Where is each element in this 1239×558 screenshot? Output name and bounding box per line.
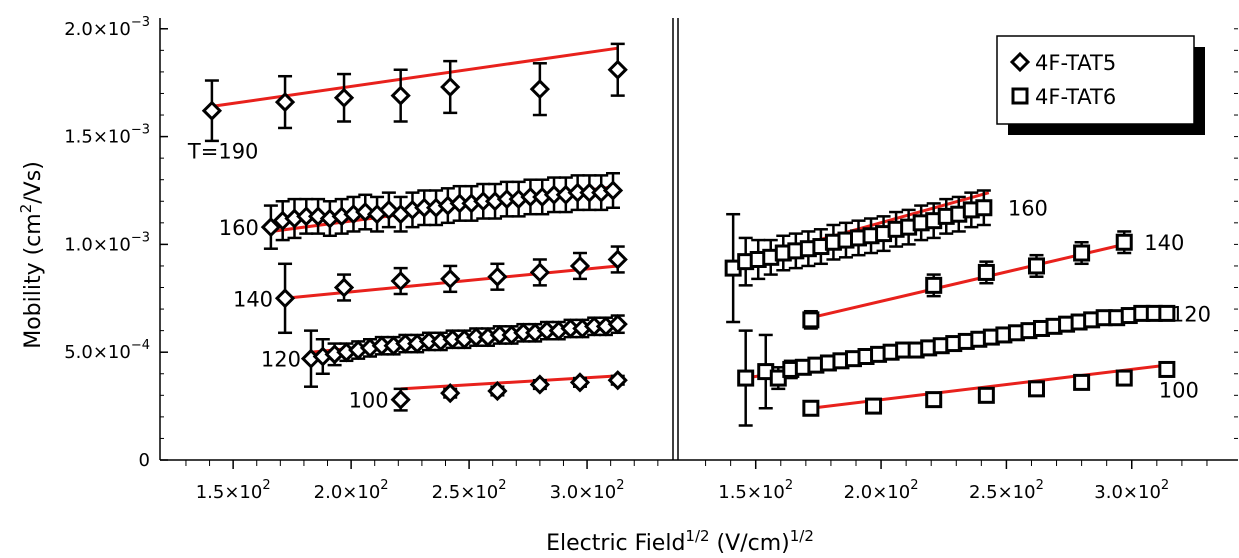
data-point-diamond: [529, 374, 550, 395]
data-point-diamond: [487, 380, 508, 402]
series-4f-tat6-160: 160: [724, 189, 1048, 324]
data-point-diamond: [607, 59, 628, 80]
data-point-diamond: [529, 262, 550, 283]
data-point-square: [1027, 380, 1045, 398]
data-point-square: [802, 311, 820, 329]
data-point-diamond: [333, 87, 355, 108]
y-tick-label: 5.0×10−4: [64, 338, 150, 363]
data-point-diamond: [440, 268, 461, 290]
temperature-label: T=190: [187, 140, 259, 164]
x-tick-label: 2.0×102: [314, 478, 389, 503]
legend-box: [996, 35, 1195, 125]
temperature-label: 140: [1144, 231, 1184, 255]
data-point-diamond: [607, 314, 628, 335]
data-point-diamond: [355, 201, 376, 223]
y-tick-label: 1.5×10−3: [64, 123, 150, 148]
series-4f-tat5-t-190: T=190: [187, 42, 628, 164]
series-4f-tat5-160: 160: [219, 171, 624, 250]
data-point-diamond: [607, 249, 628, 270]
data-point-square: [925, 276, 943, 294]
data-point-square: [1115, 233, 1133, 251]
data-point-square: [1073, 373, 1091, 391]
y-tick-label: 1.0×10−3: [64, 230, 150, 255]
data-point-square: [737, 369, 755, 387]
data-point-diamond: [440, 76, 461, 98]
data-point-diamond: [529, 79, 550, 100]
x-tick-label: 2.5×102: [432, 478, 507, 503]
data-point-diamond: [390, 85, 411, 106]
data-point-diamond: [307, 206, 329, 227]
y-tick-label: 2.0×10−3: [64, 15, 150, 40]
data-point-diamond: [333, 277, 355, 298]
series-4f-tat6-120: 120: [737, 302, 1211, 427]
data-point-square: [802, 399, 820, 417]
data-point-diamond: [569, 372, 591, 393]
data-point-square: [977, 263, 995, 281]
series-4f-tat6-140: 140: [802, 230, 1184, 330]
legend: 4F-TAT5 4F-TAT6: [996, 35, 1205, 135]
x-axis-title: Electric Field1/2 (V/cm)1/2: [546, 527, 814, 556]
data-point-square: [1158, 304, 1176, 322]
fit-line: [211, 46, 618, 108]
temperature-label: 160: [219, 216, 259, 240]
fit-line: [810, 242, 1125, 320]
data-point-square: [975, 199, 993, 217]
data-point-square: [1115, 369, 1133, 387]
temperature-label: 120: [261, 348, 301, 372]
series-4f-tat6-100: 100: [802, 360, 1199, 417]
y-tick-label: 0: [139, 450, 150, 471]
temperature-label: 160: [1008, 197, 1048, 221]
x-tick-label: 3.0×102: [1094, 478, 1169, 503]
data-point-diamond: [487, 266, 508, 287]
data-point-diamond: [607, 370, 628, 391]
data-point-diamond: [390, 389, 411, 410]
data-point-diamond: [440, 383, 461, 404]
data-point-diamond: [569, 255, 591, 277]
data-point-diamond: [274, 91, 296, 113]
x-tick-label: 1.5×102: [718, 478, 793, 503]
legend-square-marker: [1011, 87, 1029, 105]
series-4f-tat5-100: 100: [349, 370, 628, 413]
temperature-label: 120: [1171, 302, 1211, 326]
data-point-diamond: [274, 288, 296, 309]
data-point-square: [865, 397, 883, 415]
x-tick-label: 2.0×102: [844, 478, 919, 503]
temperature-label: 100: [349, 389, 389, 413]
data-point-diamond: [602, 180, 624, 201]
axes-layer: 0 5.0×10−4 1.0×10−3 1.5×10−3 2.0×10−3 1.5×102…: [64, 15, 1238, 503]
panel-4f-tat5: T=190 160 140 120 100: [187, 42, 628, 413]
data-point-diamond: [260, 217, 282, 238]
y-axis-title: Mobility (cm2/Vs): [17, 161, 46, 349]
x-tick-label: 1.5×102: [196, 478, 271, 503]
series-4f-tat5-140: 140: [233, 245, 628, 335]
data-point-square: [1073, 244, 1091, 262]
data-point-diamond: [390, 270, 411, 292]
legend-diamond-marker: [1009, 51, 1031, 73]
data-point-diamond: [201, 100, 223, 121]
x-tick-label: 2.5×102: [969, 478, 1044, 503]
data-point-square: [1027, 257, 1045, 275]
data-point-square: [925, 391, 943, 409]
legend-label-4f-tat5: 4F-TAT5: [1035, 51, 1116, 75]
data-point-square: [1158, 360, 1176, 378]
data-point-square: [977, 386, 995, 404]
temperature-label: 140: [233, 287, 273, 311]
legend-label-4f-tat6: 4F-TAT6: [1035, 85, 1116, 109]
temperature-label: 100: [1159, 378, 1199, 402]
x-tick-label: 3.0×102: [550, 478, 625, 503]
panel-4f-tat6: 160 140 120 100: [724, 189, 1211, 427]
series-4f-tat5-120: 120: [261, 314, 628, 388]
